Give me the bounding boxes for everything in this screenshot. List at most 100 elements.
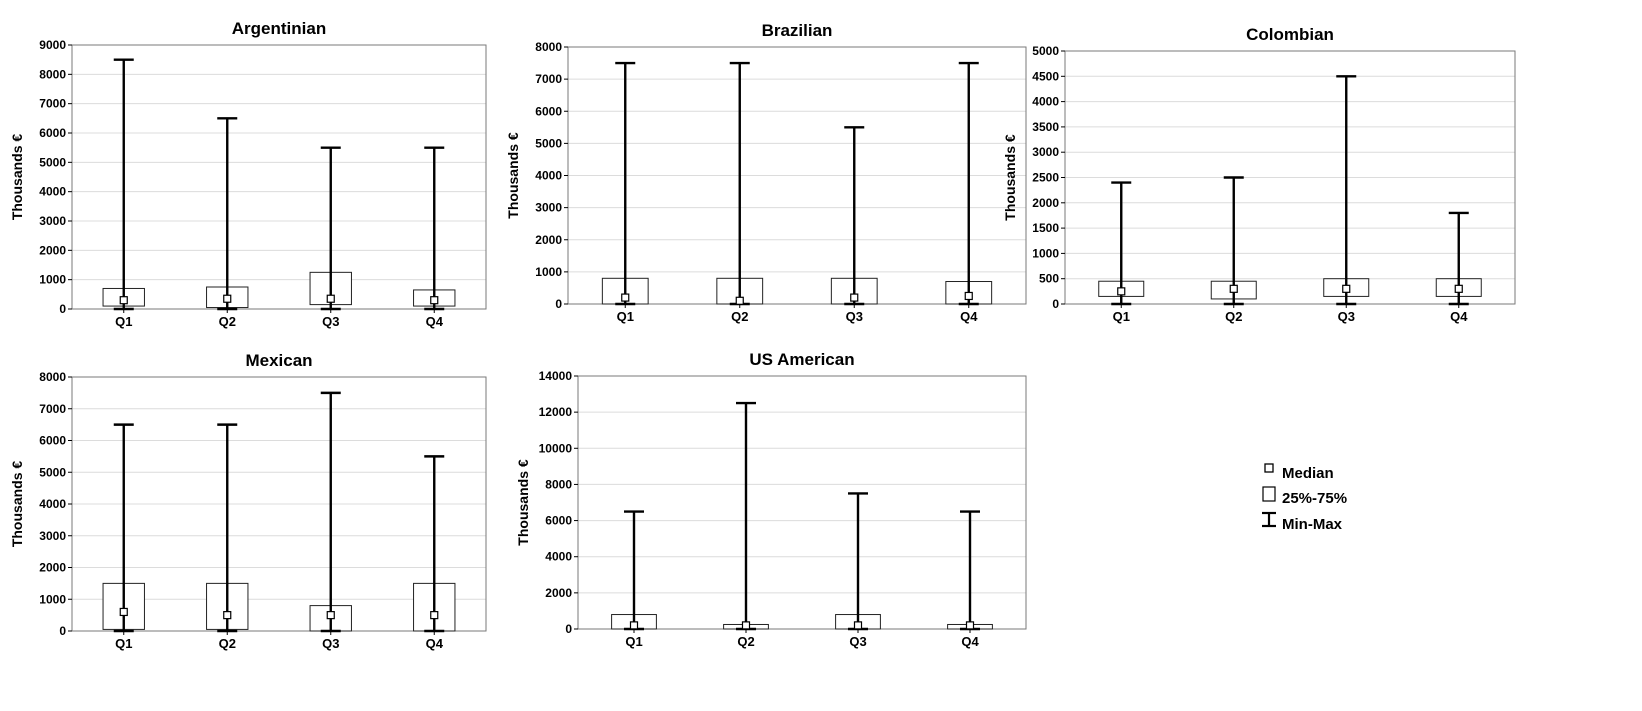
y-tick-label: 4000 (39, 185, 66, 199)
y-tick-label: 1000 (39, 273, 66, 287)
x-tick-label: Q1 (617, 309, 634, 324)
y-tick-label: 4000 (39, 497, 66, 511)
median-marker (1117, 287, 1126, 296)
y-tick-label: 6000 (535, 104, 562, 118)
x-tick-label: Q3 (322, 636, 339, 651)
y-tick-label: 8000 (39, 67, 66, 81)
x-tick-label: Q3 (846, 309, 863, 324)
median-marker (223, 611, 232, 620)
median-marker (119, 296, 128, 305)
y-axis-label: Thousands € (505, 132, 521, 219)
chart-title: Argentinian (232, 19, 326, 38)
x-tick-label: Q2 (219, 314, 236, 329)
y-tick-label: 2000 (39, 243, 66, 257)
y-axis-label: Thousands € (1002, 134, 1018, 221)
median-marker (1454, 284, 1463, 293)
x-tick-label: Q1 (115, 314, 132, 329)
median-marker (850, 293, 859, 302)
y-tick-label: 0 (59, 624, 66, 638)
x-tick-label: Q2 (731, 309, 748, 324)
median-marker (853, 621, 863, 630)
y-tick-label: 1000 (535, 265, 562, 279)
y-axis-label: Thousands € (515, 459, 531, 546)
y-tick-label: 5000 (1032, 44, 1059, 58)
x-tick-label: Q1 (115, 636, 132, 651)
y-tick-label: 8000 (545, 477, 572, 491)
plot-frame (577, 375, 1027, 630)
legend-box-icon (1262, 486, 1276, 502)
x-tick-label: Q2 (737, 634, 754, 649)
median-marker (741, 621, 751, 630)
legend-box-label: 25%-75% (1282, 490, 1347, 507)
legend: Median 25%-75% Min-Max (1262, 463, 1347, 533)
median-marker (964, 291, 973, 301)
x-tick-label: Q4 (426, 314, 444, 329)
chart-title: Brazilian (762, 21, 833, 40)
x-tick-label: Q2 (219, 636, 236, 651)
x-tick-label: Q3 (322, 314, 339, 329)
y-tick-label: 4000 (1032, 95, 1059, 109)
y-tick-label: 3500 (1032, 120, 1059, 134)
y-tick-label: 1000 (1032, 246, 1059, 260)
y-tick-label: 8000 (39, 370, 66, 384)
y-tick-label: 2000 (39, 561, 66, 575)
y-tick-label: 6000 (39, 126, 66, 140)
y-tick-label: 9000 (39, 38, 66, 52)
y-tick-label: 0 (565, 622, 572, 636)
y-tick-label: 14000 (539, 369, 573, 383)
median-marker (1229, 284, 1238, 293)
x-tick-label: Q2 (1225, 309, 1242, 324)
chart-panel-4: Mexican 0 1000 2000 3000 4000 5000 6000 7000 8000… (9, 351, 487, 651)
y-tick-label: 12000 (539, 405, 573, 419)
legend-median-label: Median (1282, 465, 1334, 482)
median-marker (430, 611, 439, 620)
y-axis-label: Thousands € (9, 461, 25, 548)
y-tick-label: 6000 (545, 514, 572, 528)
y-tick-label: 7000 (39, 402, 66, 416)
median-marker (430, 296, 439, 305)
y-tick-label: 5000 (535, 136, 562, 150)
median-marker (735, 296, 744, 305)
chart-panel-2: Brazilian 0 1000 2000 3000 4000 5000 6000 7000 80… (505, 21, 1027, 324)
y-tick-label: 2500 (1032, 171, 1059, 185)
median-marker (326, 611, 335, 620)
y-tick-label: 0 (1052, 297, 1059, 311)
chart-panel-1: Argentinian 0 1000 2000 3000 4000 5000 6000 7000… (9, 19, 487, 329)
y-tick-label: 4000 (535, 169, 562, 183)
median-marker (965, 621, 975, 630)
y-tick-label: 1500 (1032, 221, 1059, 235)
x-tick-label: Q1 (1113, 309, 1130, 324)
x-tick-label: Q1 (625, 634, 642, 649)
x-tick-label: Q4 (961, 634, 979, 649)
chart-panel-5: US American 0 2000 4000 6000 8000 10000 12000 14… (515, 350, 1027, 649)
x-tick-label: Q4 (426, 636, 444, 651)
chart-title: Mexican (245, 351, 312, 370)
y-tick-label: 7000 (535, 72, 562, 86)
legend-whisker-label: Min-Max (1282, 516, 1343, 533)
y-tick-label: 3000 (535, 201, 562, 215)
y-tick-label: 2000 (1032, 196, 1059, 210)
y-tick-label: 3000 (1032, 145, 1059, 159)
y-tick-label: 5000 (39, 155, 66, 169)
chart-panel-3: Colombian 0 500 1000 1500 2000 2500 3000 3500 400… (1002, 25, 1516, 324)
y-axis-label: Thousands € (9, 134, 25, 221)
x-tick-label: Q4 (960, 309, 978, 324)
y-tick-label: 2000 (535, 233, 562, 247)
x-tick-label: Q3 (849, 634, 866, 649)
y-tick-label: 10000 (539, 441, 573, 455)
y-tick-label: 3000 (39, 214, 66, 228)
y-tick-label: 4000 (545, 550, 572, 564)
y-tick-label: 6000 (39, 434, 66, 448)
median-marker (326, 294, 335, 303)
median-marker (621, 293, 630, 302)
median-marker (223, 294, 232, 303)
median-marker (119, 607, 128, 617)
y-tick-label: 5000 (39, 465, 66, 479)
y-tick-label: 1000 (39, 592, 66, 606)
y-tick-label: 500 (1039, 272, 1059, 286)
y-tick-label: 2000 (545, 586, 572, 600)
chart-title: Colombian (1246, 25, 1334, 44)
median-marker (1342, 284, 1351, 293)
